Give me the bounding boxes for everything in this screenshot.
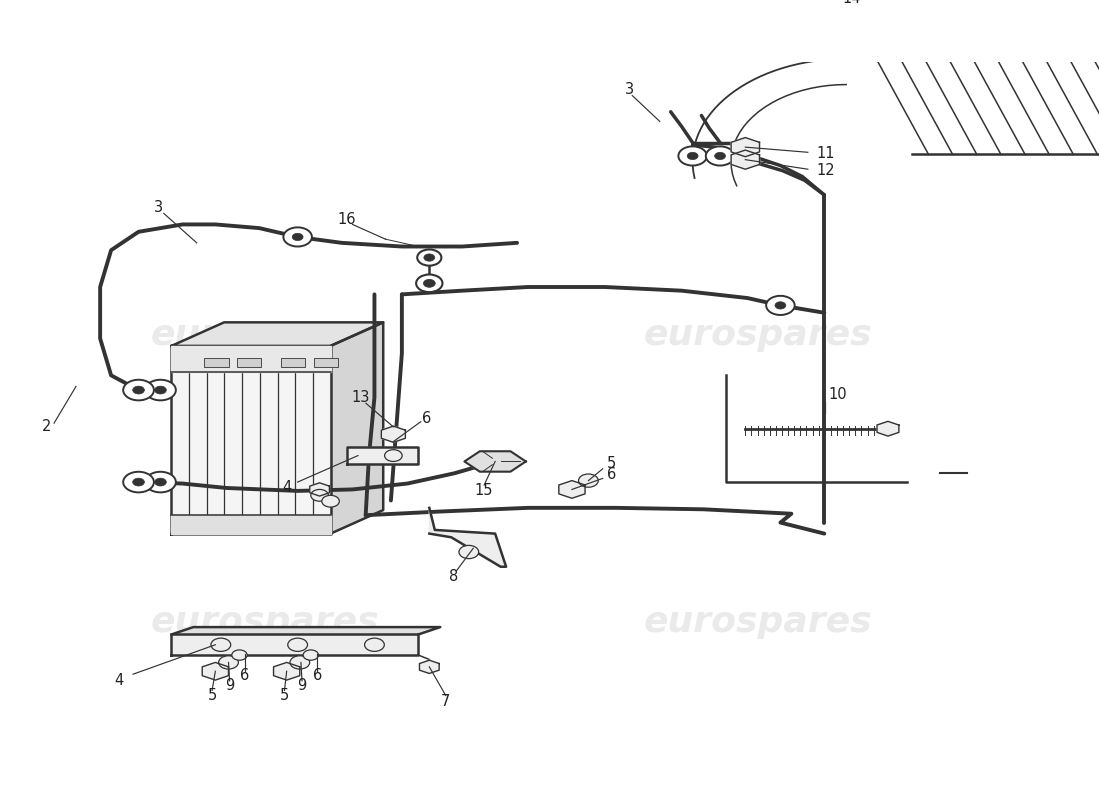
- Circle shape: [322, 495, 339, 507]
- Text: 8: 8: [449, 569, 458, 584]
- Text: 12: 12: [816, 163, 835, 178]
- Polygon shape: [172, 515, 331, 534]
- Circle shape: [416, 274, 442, 292]
- Circle shape: [232, 650, 248, 660]
- Circle shape: [219, 656, 239, 669]
- Polygon shape: [346, 447, 418, 464]
- Circle shape: [155, 478, 166, 486]
- Text: 5: 5: [208, 688, 217, 703]
- Polygon shape: [274, 662, 300, 680]
- Polygon shape: [419, 660, 439, 674]
- Text: 7: 7: [441, 694, 451, 709]
- Circle shape: [385, 450, 403, 462]
- Text: 2: 2: [42, 419, 51, 434]
- Circle shape: [715, 152, 726, 160]
- Circle shape: [155, 386, 166, 394]
- Text: 6: 6: [607, 467, 616, 482]
- Text: 6: 6: [312, 668, 322, 683]
- Text: eurospares: eurospares: [645, 605, 872, 639]
- Circle shape: [133, 478, 144, 486]
- Text: 6: 6: [240, 668, 250, 683]
- Circle shape: [211, 638, 231, 651]
- Polygon shape: [172, 322, 383, 346]
- Text: 14: 14: [843, 0, 861, 6]
- Circle shape: [688, 152, 698, 160]
- Text: 4: 4: [114, 673, 123, 687]
- Text: eurospares: eurospares: [151, 318, 380, 352]
- Circle shape: [133, 386, 144, 394]
- Polygon shape: [559, 481, 585, 498]
- Text: 11: 11: [816, 146, 835, 162]
- Polygon shape: [382, 426, 406, 442]
- Text: 16: 16: [338, 212, 356, 226]
- Polygon shape: [172, 634, 418, 655]
- Circle shape: [145, 380, 176, 400]
- Circle shape: [145, 472, 176, 492]
- Text: eurospares: eurospares: [151, 605, 380, 639]
- Circle shape: [776, 302, 785, 309]
- Polygon shape: [464, 451, 526, 472]
- Bar: [315, 358, 338, 367]
- Text: 10: 10: [828, 387, 847, 402]
- Text: 5: 5: [607, 456, 616, 471]
- Text: 3: 3: [625, 82, 634, 98]
- Text: 15: 15: [475, 483, 494, 498]
- Polygon shape: [172, 627, 440, 634]
- Bar: [282, 358, 306, 367]
- Circle shape: [417, 250, 441, 266]
- Circle shape: [290, 656, 310, 669]
- Polygon shape: [172, 346, 331, 372]
- Circle shape: [288, 638, 308, 651]
- Polygon shape: [310, 483, 329, 496]
- Text: 3: 3: [154, 200, 163, 215]
- Text: 5: 5: [279, 688, 289, 703]
- Polygon shape: [202, 662, 229, 680]
- Text: 9: 9: [297, 678, 307, 694]
- Polygon shape: [732, 150, 759, 170]
- Circle shape: [424, 279, 436, 287]
- Circle shape: [311, 490, 329, 502]
- Text: eurospares: eurospares: [645, 318, 872, 352]
- Polygon shape: [732, 138, 759, 157]
- Circle shape: [293, 234, 304, 241]
- Circle shape: [284, 227, 312, 246]
- Text: 9: 9: [226, 678, 234, 694]
- Text: 4: 4: [282, 480, 292, 494]
- Text: 6: 6: [421, 410, 431, 426]
- Polygon shape: [429, 508, 506, 566]
- Circle shape: [579, 474, 598, 487]
- Circle shape: [123, 380, 154, 400]
- Bar: [205, 358, 229, 367]
- Circle shape: [767, 296, 794, 315]
- Circle shape: [459, 546, 478, 558]
- Circle shape: [706, 146, 735, 166]
- Polygon shape: [331, 322, 383, 534]
- Bar: [238, 358, 262, 367]
- Polygon shape: [877, 422, 899, 436]
- Circle shape: [364, 638, 384, 651]
- Polygon shape: [172, 346, 331, 534]
- Circle shape: [424, 254, 434, 261]
- Circle shape: [679, 146, 707, 166]
- Circle shape: [304, 650, 319, 660]
- Circle shape: [123, 472, 154, 492]
- Text: 13: 13: [351, 390, 370, 405]
